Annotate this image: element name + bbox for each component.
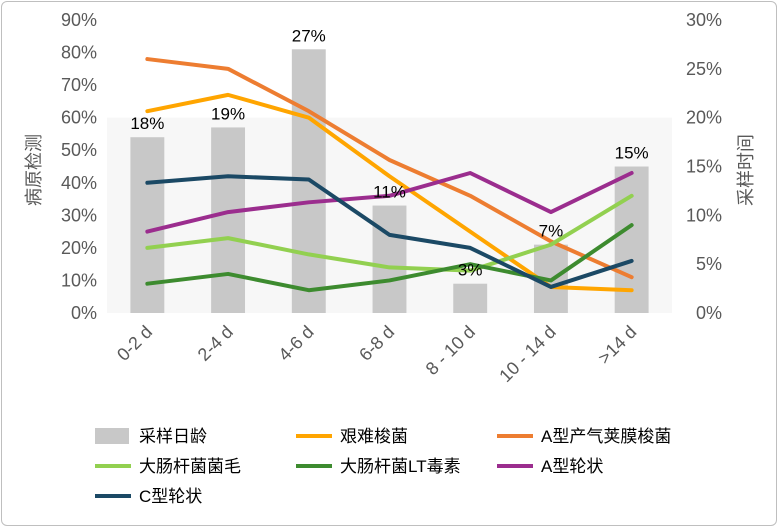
legend-label-5: A型轮状 — [541, 457, 603, 476]
x-tick-6: >14 d — [594, 322, 640, 368]
lines-layer — [145, 57, 634, 293]
x-tick-0: 0-2 d — [113, 322, 156, 365]
right-tick-6: 30% — [686, 10, 722, 30]
left-tick-5: 50% — [61, 140, 97, 160]
left-tick-1: 10% — [61, 270, 97, 290]
left-tick-8: 80% — [61, 43, 97, 63]
legend-label-0: 采样日龄 — [139, 427, 207, 446]
legend-label-2: A型产气荚膜梭菌 — [541, 427, 671, 446]
right-tick-4: 20% — [686, 108, 722, 128]
bar-label-2: 27% — [292, 26, 326, 45]
series-line-3 — [145, 223, 634, 293]
x-tick-3: 6-8 d — [355, 322, 398, 365]
right-axis-ticks: 0% 5% 10% 15% 20% 25% 30% — [686, 10, 722, 323]
bar-3 — [372, 205, 407, 313]
x-axis-ticks: 0-2 d 2-4 d 4-6 d 6-8 d 8 - 10 d 10 - 14 d >14… — [113, 322, 640, 386]
x-tick-4: 8 - 10 d — [422, 322, 479, 379]
left-axis-ticks: 0% 10% 20% 30% 40% 50% 60% 70% 80% 90% — [61, 10, 97, 323]
bar-4 — [453, 283, 488, 313]
series-line-4 — [145, 171, 634, 234]
x-tick-5: 10 - 14 d — [495, 322, 559, 386]
left-tick-0: 0% — [71, 303, 97, 323]
bar-labels-layer: 18% 19% 27% 11% 3% 7% 15% — [130, 26, 648, 279]
right-tick-3: 15% — [686, 157, 722, 177]
bar-label-0: 18% — [130, 114, 164, 133]
x-tick-1: 2-4 d — [194, 322, 237, 365]
left-tick-7: 70% — [61, 75, 97, 95]
bar-label-5: 7% — [539, 222, 564, 241]
x-tick-2: 4-6 d — [274, 322, 317, 365]
series-line-5 — [145, 174, 634, 289]
bar-1 — [211, 127, 246, 313]
left-tick-3: 30% — [61, 205, 97, 225]
bar-0 — [130, 137, 165, 313]
legend-label-6: C型轮状 — [139, 487, 202, 506]
series-line-1 — [145, 57, 634, 280]
bar-label-6: 15% — [615, 144, 649, 163]
left-tick-6: 60% — [61, 108, 97, 128]
left-axis-title: 病原检测 — [24, 134, 44, 206]
bars-layer — [130, 49, 649, 314]
right-axis-title: 采样时间 — [736, 134, 756, 206]
bar-label-4: 3% — [458, 261, 483, 280]
right-tick-0: 0% — [696, 303, 722, 323]
legend-label-3: 大肠杆菌菌毛 — [139, 457, 241, 476]
bar-label-3: 11% — [373, 183, 406, 202]
bar-label-1: 19% — [211, 104, 245, 123]
right-tick-1: 5% — [696, 254, 722, 274]
right-tick-2: 10% — [686, 205, 722, 225]
right-tick-5: 25% — [686, 59, 722, 79]
left-tick-9: 90% — [61, 10, 97, 30]
left-tick-4: 40% — [61, 173, 97, 193]
legend-label-4: 大肠杆菌LT毒素 — [340, 457, 461, 476]
series-line-2 — [145, 193, 634, 273]
legend-swatch-0 — [95, 428, 129, 444]
legend-label-1: 艰难梭菌 — [340, 427, 408, 446]
left-tick-2: 20% — [61, 238, 97, 258]
